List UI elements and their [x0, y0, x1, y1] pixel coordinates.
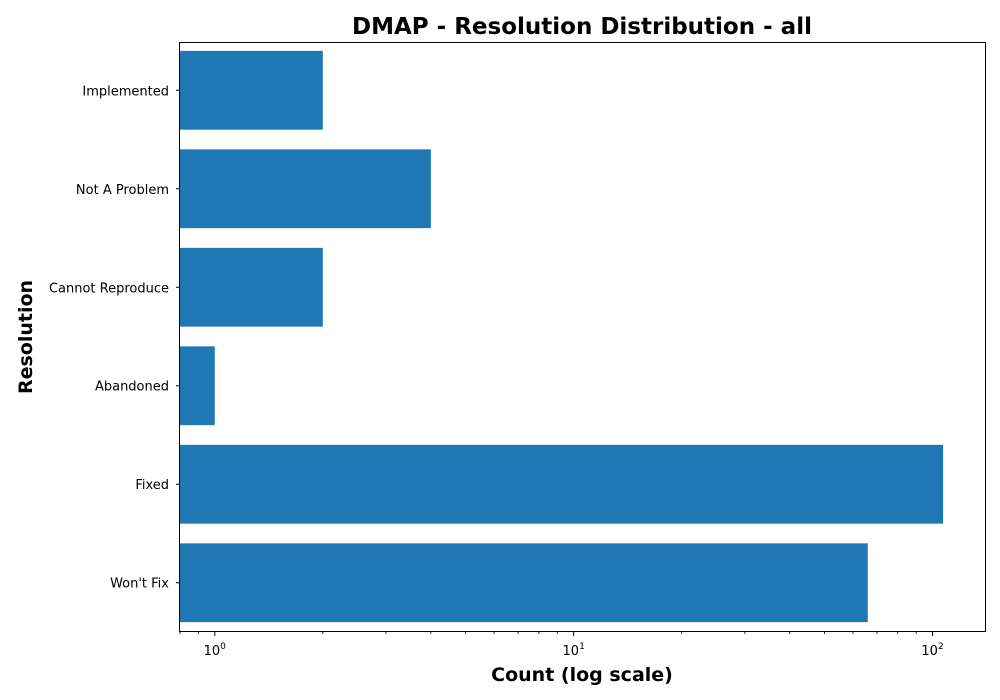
x-tick-label: 101	[563, 642, 585, 659]
x-axis-ticks: 100 101 102	[179, 631, 944, 659]
y-tick-label: Won't Fix	[110, 577, 169, 592]
bar-fixed	[180, 444, 944, 524]
bar-not-a-problem	[180, 149, 431, 229]
plot-frame	[179, 42, 986, 632]
bar-implemented	[180, 50, 323, 130]
y-tick-label: Not A Problem	[76, 183, 169, 198]
bar-abandoned	[180, 346, 215, 426]
y-axis-ticks: Won't Fix Fixed Abandoned Cannot Reproduce N…	[49, 84, 180, 592]
bar-cannot-reproduce	[180, 247, 323, 327]
y-tick-label: Fixed	[135, 478, 169, 493]
y-tick-label: Cannot Reproduce	[49, 281, 169, 296]
y-tick-label: Abandoned	[95, 380, 169, 395]
x-tick-label: 100	[204, 642, 227, 659]
bars-group	[180, 50, 944, 623]
y-axis-label: Resolution	[15, 280, 37, 394]
chart-title: DMAP - Resolution Distribution - all	[352, 14, 812, 40]
bar-won-t-fix	[180, 543, 868, 623]
x-tick-label: 102	[921, 642, 943, 659]
x-axis-label: Count (log scale)	[491, 664, 673, 686]
y-tick-label: Implemented	[82, 84, 169, 99]
